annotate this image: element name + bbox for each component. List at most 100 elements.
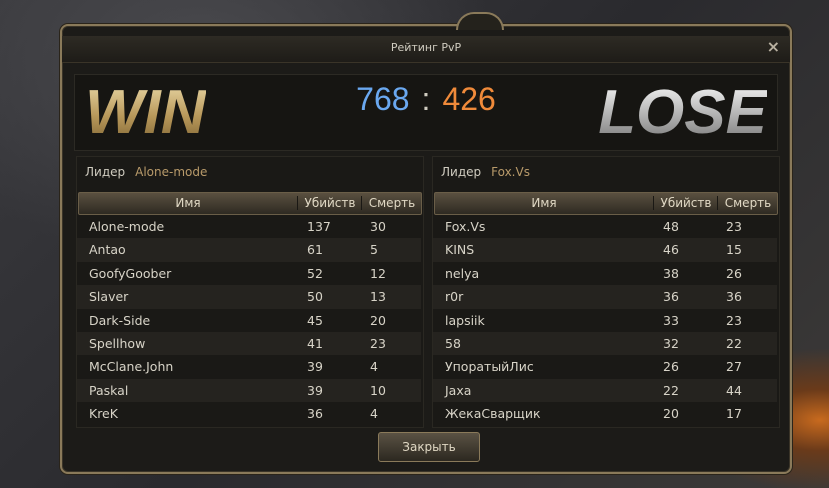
player-deaths: 10 xyxy=(370,382,386,398)
leader-label: Лидер xyxy=(85,165,126,179)
column-name[interactable]: Имя xyxy=(175,196,201,210)
player-name: Slaver xyxy=(89,289,129,305)
player-kills: 48 xyxy=(663,219,679,234)
player-deaths: 27 xyxy=(726,359,742,375)
team-panel-left: Лидер Alone-mode Имя Убийств Смерть Alone… xyxy=(76,156,424,428)
table-row[interactable]: Alone-mode 137 30 xyxy=(77,215,421,238)
player-deaths: 4 xyxy=(370,359,378,375)
table-row[interactable]: Spellhow 41 23 xyxy=(77,331,421,356)
player-name: r0r xyxy=(445,289,464,305)
table-row[interactable]: Antao 61 5 xyxy=(77,238,421,262)
table-row[interactable]: Jaxa 22 44 xyxy=(433,378,777,403)
player-kills: 39 xyxy=(307,382,323,398)
player-name: УпоратыйЛис xyxy=(445,359,534,375)
player-deaths: 5 xyxy=(370,242,378,258)
player-kills: 39 xyxy=(307,359,323,375)
table-row[interactable]: nelya 38 26 xyxy=(433,262,777,285)
player-deaths: 17 xyxy=(726,406,742,422)
player-kills: 38 xyxy=(663,265,679,281)
close-button[interactable]: Закрыть xyxy=(378,432,480,462)
player-deaths: 36 xyxy=(726,289,742,305)
player-kills: 20 xyxy=(663,406,679,422)
player-deaths: 20 xyxy=(370,312,386,328)
table-row[interactable]: Dark-Side 45 20 xyxy=(77,309,421,332)
column-deaths[interactable]: Смерть xyxy=(717,196,778,210)
score-readout: 768:426 xyxy=(75,81,777,118)
title-ornament xyxy=(456,12,504,30)
table-row[interactable]: Paskal 39 10 xyxy=(77,378,421,403)
player-name: lapsiik xyxy=(445,312,485,328)
player-deaths: 22 xyxy=(726,335,742,351)
team-panel-right: Лидер Fox.Vs Имя Убийств Смерть Fox.Vs 48… xyxy=(432,156,780,428)
score-left: 768 xyxy=(356,81,410,117)
player-kills: 41 xyxy=(307,335,323,351)
table-row[interactable]: 58 32 22 xyxy=(433,331,777,356)
column-kills[interactable]: Убийств xyxy=(297,196,362,210)
table-row[interactable]: McClane.John 39 4 xyxy=(77,355,421,378)
win-label: WIN xyxy=(85,78,206,147)
player-kills: 50 xyxy=(307,289,323,305)
player-deaths: 26 xyxy=(726,265,742,281)
player-deaths: 4 xyxy=(370,406,378,422)
player-kills: 36 xyxy=(307,406,323,422)
player-kills: 32 xyxy=(663,335,679,351)
player-name: 58 xyxy=(445,335,461,351)
leader-label: Лидер xyxy=(441,165,482,179)
column-kills[interactable]: Убийств xyxy=(653,196,718,210)
player-kills: 22 xyxy=(663,382,679,398)
table-row[interactable]: KreK 36 4 xyxy=(77,402,421,425)
team-leader: Лидер Alone-mode xyxy=(85,165,207,179)
player-kills: 26 xyxy=(663,359,679,375)
table-row[interactable]: GoofyGoober 52 12 xyxy=(77,262,421,285)
pvp-rating-window: Рейтинг PvP × WIN 768:426 LOSE Лидер Alon… xyxy=(60,12,792,474)
column-deaths[interactable]: Смерть xyxy=(361,196,422,210)
table-body: Alone-mode 137 30 Antao 61 5 GoofyGoober… xyxy=(77,215,421,426)
player-kills: 45 xyxy=(307,312,323,328)
player-deaths: 23 xyxy=(726,219,742,234)
player-kills: 33 xyxy=(663,312,679,328)
player-name: KINS xyxy=(445,242,475,258)
player-deaths: 30 xyxy=(370,219,386,234)
player-name: Spellhow xyxy=(89,335,146,351)
table-row[interactable]: KINS 46 15 xyxy=(433,238,777,262)
player-name: Jaxa xyxy=(445,382,472,398)
table-row[interactable]: r0r 36 36 xyxy=(433,285,777,309)
table-row[interactable]: lapsiik 33 23 xyxy=(433,309,777,332)
player-kills: 61 xyxy=(307,242,323,258)
player-deaths: 23 xyxy=(370,335,386,351)
leader-name: Alone-mode xyxy=(135,165,208,179)
table-row[interactable]: Fox.Vs 48 23 xyxy=(433,215,777,238)
title-bar: Рейтинг PvP × xyxy=(62,36,790,63)
player-deaths: 15 xyxy=(726,242,742,258)
close-icon[interactable]: × xyxy=(766,37,780,56)
player-kills: 46 xyxy=(663,242,679,258)
score-separator: : xyxy=(421,81,431,117)
player-name: McClane.John xyxy=(89,359,174,375)
score-panel: WIN 768:426 LOSE xyxy=(74,74,778,151)
team-leader: Лидер Fox.Vs xyxy=(441,165,530,179)
column-name[interactable]: Имя xyxy=(531,196,557,210)
player-deaths: 23 xyxy=(726,312,742,328)
player-name: Paskal xyxy=(89,382,129,398)
player-kills: 52 xyxy=(307,265,323,281)
player-name: nelya xyxy=(445,265,480,281)
table-row[interactable]: Slaver 50 13 xyxy=(77,285,421,309)
lose-label: LOSE xyxy=(598,78,767,147)
table-row[interactable]: УпоратыйЛис 26 27 xyxy=(433,355,777,378)
player-name: ЖекаСварщик xyxy=(445,406,541,422)
table-header: Имя Убийств Смерть xyxy=(434,192,778,215)
leader-name: Fox.Vs xyxy=(491,165,530,179)
table-header: Имя Убийств Смерть xyxy=(78,192,422,215)
player-name: KreK xyxy=(89,406,118,422)
player-name: Dark-Side xyxy=(89,312,151,328)
player-name: GoofyGoober xyxy=(89,265,172,281)
player-deaths: 12 xyxy=(370,265,386,281)
player-name: Antao xyxy=(89,242,126,258)
player-deaths: 44 xyxy=(726,382,742,398)
player-kills: 36 xyxy=(663,289,679,305)
window-title: Рейтинг PvP xyxy=(390,41,462,54)
player-deaths: 13 xyxy=(370,289,386,305)
player-kills: 137 xyxy=(307,219,331,234)
table-row[interactable]: ЖекаСварщик 20 17 xyxy=(433,402,777,425)
player-name: Fox.Vs xyxy=(445,219,486,234)
